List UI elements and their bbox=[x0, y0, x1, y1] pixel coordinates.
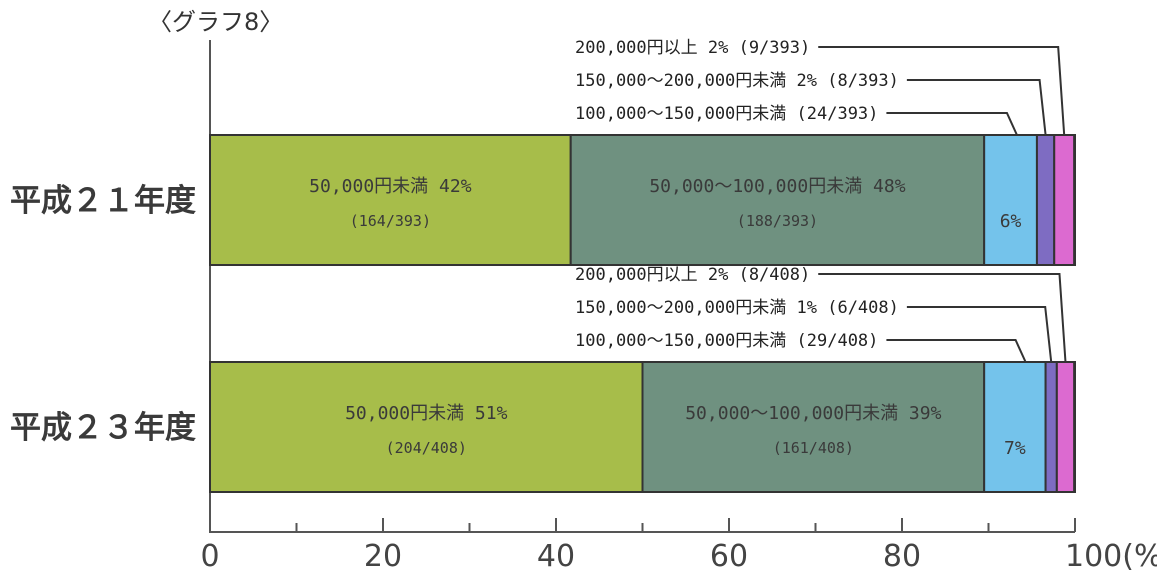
segment-label: 50,000円未満 51% bbox=[345, 403, 508, 424]
bar-segment bbox=[1044, 361, 1058, 493]
x-tick-label: 80 bbox=[883, 539, 921, 572]
bar-segment bbox=[641, 361, 986, 493]
bar-segment bbox=[983, 134, 1038, 266]
x-tick-label: 40 bbox=[537, 539, 575, 572]
bar-segment bbox=[983, 361, 1047, 493]
callout-layer: 100,000～150,000円未満 (24/393) 150,000～200,0… bbox=[575, 38, 1067, 363]
axis-layer: 0 20 40 60 80 100(%) bbox=[200, 40, 1157, 572]
callout-leader bbox=[886, 339, 1027, 363]
x-tick-label: 0 bbox=[200, 539, 219, 572]
callout-leader bbox=[886, 112, 1018, 136]
x-tick-label: 20 bbox=[364, 539, 402, 572]
x-tick-label: 100(%) bbox=[1065, 539, 1157, 572]
segment-label: 50,000円未満 42% bbox=[309, 176, 472, 197]
callout-label: 200,000円以上 2% (9/393) bbox=[575, 38, 810, 58]
category-label: 平成２１年度 bbox=[10, 183, 196, 219]
x-tick-label: 60 bbox=[710, 539, 748, 572]
bar-segment bbox=[209, 134, 572, 266]
chart-title: 〈グラフ8〉 bbox=[148, 8, 283, 36]
callout-label: 100,000～150,000円未満 (29/408) bbox=[575, 331, 878, 351]
segment-count: (161/408) bbox=[773, 439, 854, 457]
category-label: 平成２３年度 bbox=[10, 410, 196, 446]
segment-count: (164/393) bbox=[350, 212, 431, 230]
bar-outline bbox=[209, 134, 1076, 266]
callout-label: 150,000～200,000円未満 2% (8/393) bbox=[575, 71, 899, 91]
bars-layer: 平成２１年度 50,000円未満 42% (164/393) 50,000～100,0… bbox=[10, 134, 1076, 493]
segment-count: (188/393) bbox=[737, 212, 818, 230]
callout-leader bbox=[906, 79, 1047, 136]
bar-segment bbox=[569, 134, 986, 266]
segment-label: 6% bbox=[1000, 211, 1022, 232]
callout-label: 200,000円以上 2% (8/408) bbox=[575, 265, 810, 285]
callout-leader bbox=[818, 273, 1067, 363]
bar-segment bbox=[1035, 134, 1056, 266]
callout-leader bbox=[906, 306, 1053, 363]
callout-leader bbox=[818, 46, 1066, 136]
bar-outline bbox=[209, 361, 1076, 493]
segment-label: 50,000～100,000円未満 39% bbox=[685, 403, 941, 424]
callout-label: 100,000～150,000円未満 (24/393) bbox=[575, 104, 878, 124]
segment-count: (204/408) bbox=[386, 439, 467, 457]
bar-segment bbox=[1055, 361, 1076, 493]
segment-label: 50,000～100,000円未満 48% bbox=[649, 176, 905, 197]
segment-label: 7% bbox=[1004, 438, 1026, 459]
bar-segment bbox=[209, 361, 644, 493]
bar-segment bbox=[1053, 134, 1076, 266]
callout-label: 150,000～200,000円未満 1% (6/408) bbox=[575, 298, 899, 318]
